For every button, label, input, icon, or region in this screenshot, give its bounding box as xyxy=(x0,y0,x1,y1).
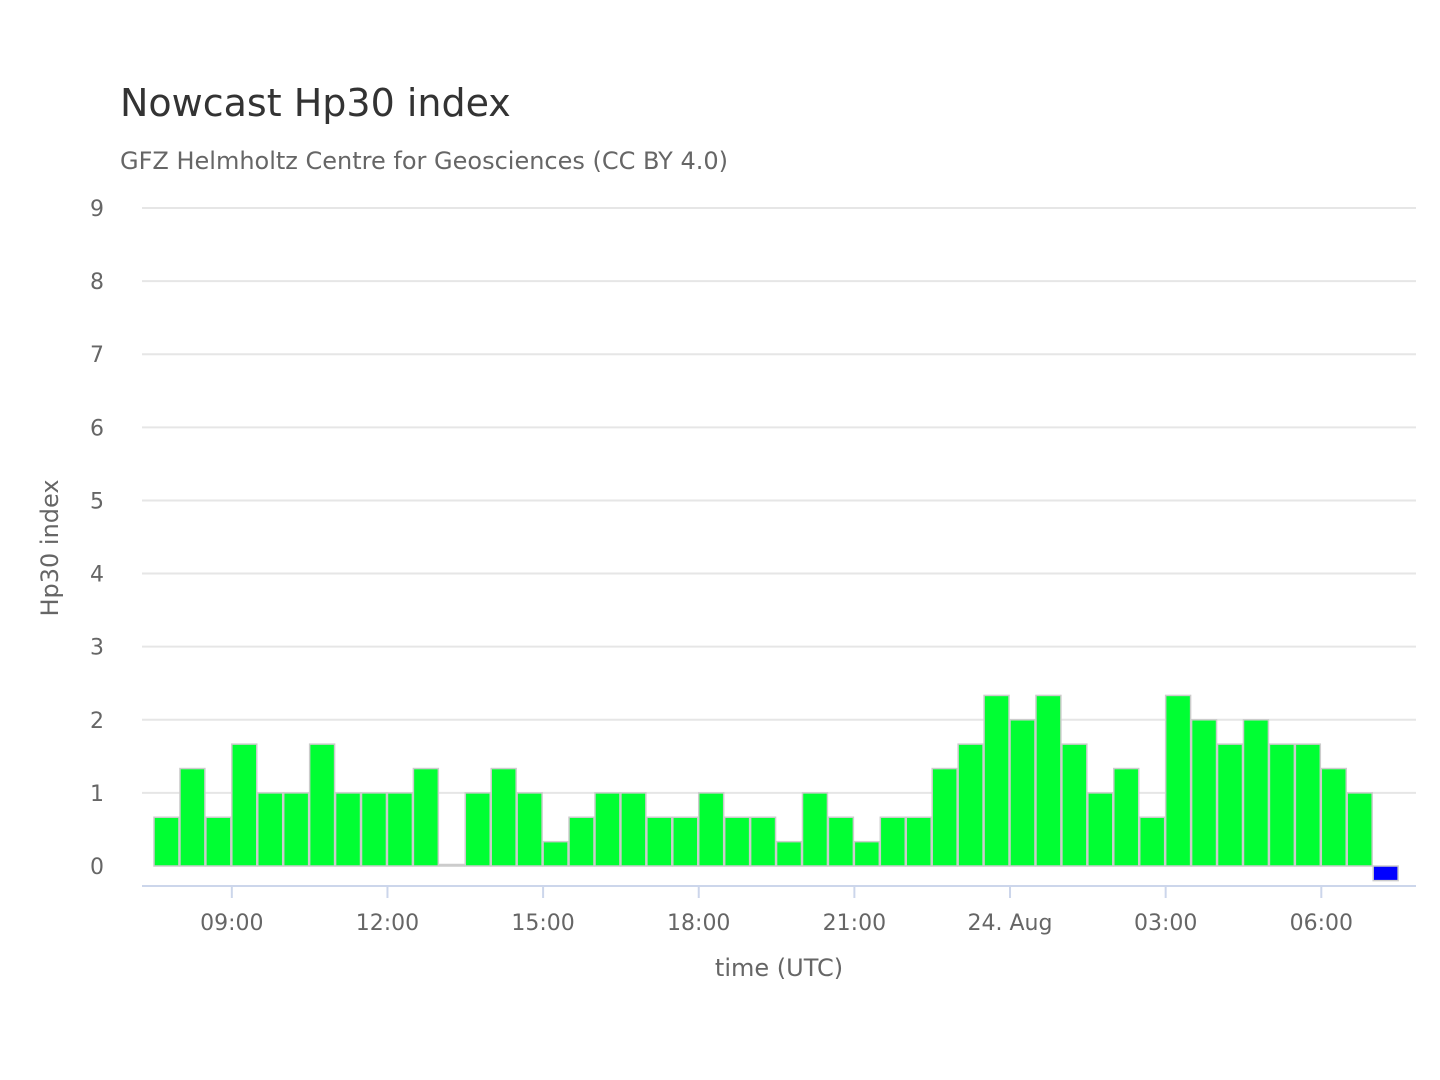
bar xyxy=(205,816,232,867)
bar xyxy=(853,840,881,867)
bar xyxy=(905,816,932,867)
bar xyxy=(386,792,414,867)
bar xyxy=(282,792,310,867)
bar xyxy=(620,792,647,867)
y-axis-ticks: 0 1 2 3 4 5 6 7 8 9 xyxy=(90,197,104,880)
bar xyxy=(646,816,673,867)
bar xyxy=(801,792,829,867)
bar xyxy=(1009,719,1036,867)
bar xyxy=(1138,816,1166,867)
bar xyxy=(1113,767,1140,867)
bar xyxy=(983,694,1010,867)
bar-series xyxy=(153,694,1399,882)
x-tick-label: 24. Aug xyxy=(968,911,1053,936)
bar xyxy=(1164,694,1192,867)
y-tick-label: 6 xyxy=(90,416,104,441)
x-tick-label: 15:00 xyxy=(511,911,574,936)
x-tick-label: 18:00 xyxy=(667,911,730,936)
bar xyxy=(153,816,180,867)
bar xyxy=(542,840,569,867)
bar xyxy=(1061,743,1088,867)
bar xyxy=(827,816,855,867)
y-tick-label: 9 xyxy=(90,197,104,222)
bar xyxy=(1190,719,1218,867)
bar xyxy=(231,743,258,867)
bar xyxy=(931,767,958,867)
bar xyxy=(257,792,284,867)
bar xyxy=(568,816,595,867)
y-tick-label: 3 xyxy=(90,636,104,661)
bar xyxy=(749,816,777,867)
bar xyxy=(1035,694,1062,867)
bar xyxy=(490,767,517,867)
y-tick-label: 8 xyxy=(90,270,104,295)
bar xyxy=(697,792,725,867)
grid-lines xyxy=(142,207,1416,794)
bar xyxy=(1268,743,1296,867)
x-tick-label: 12:00 xyxy=(356,911,419,936)
bar xyxy=(775,840,803,867)
bar xyxy=(516,792,543,867)
bar xyxy=(360,792,388,867)
chart-title: Nowcast Hp30 index xyxy=(120,81,511,125)
bar xyxy=(464,792,491,867)
y-tick-label: 1 xyxy=(90,782,104,807)
x-tick-label: 06:00 xyxy=(1290,911,1353,936)
y-tick-label: 0 xyxy=(90,855,104,880)
bar xyxy=(879,816,907,867)
x-axis-title: time (UTC) xyxy=(715,954,843,982)
x-tick-label: 03:00 xyxy=(1134,911,1197,936)
y-tick-label: 5 xyxy=(90,489,104,514)
bar xyxy=(412,767,440,867)
x-axis-ticks: 09:00 12:00 15:00 18:00 21:00 24. Aug 03:00 06:… xyxy=(200,886,1353,936)
chart-subtitle: GFZ Helmholtz Centre for Geosciences (CC… xyxy=(120,147,728,175)
bar xyxy=(1242,719,1270,867)
bar xyxy=(334,792,362,867)
current-bar xyxy=(1372,865,1399,882)
y-tick-label: 4 xyxy=(90,563,104,588)
x-tick-label: 21:00 xyxy=(823,911,886,936)
y-axis-title: Hp30 index xyxy=(36,479,64,616)
bar xyxy=(1346,792,1373,867)
bar xyxy=(308,743,336,867)
bar xyxy=(957,743,984,867)
bar xyxy=(1294,743,1322,867)
y-tick-label: 2 xyxy=(90,709,104,734)
bar xyxy=(438,863,466,867)
bar xyxy=(1320,767,1347,867)
bar xyxy=(723,816,751,867)
bar xyxy=(594,792,621,867)
bar xyxy=(179,767,206,867)
x-tick-label: 09:00 xyxy=(200,911,263,936)
bar xyxy=(672,816,699,867)
bar xyxy=(1087,792,1114,867)
y-tick-label: 7 xyxy=(90,343,104,368)
bar xyxy=(1216,743,1244,867)
